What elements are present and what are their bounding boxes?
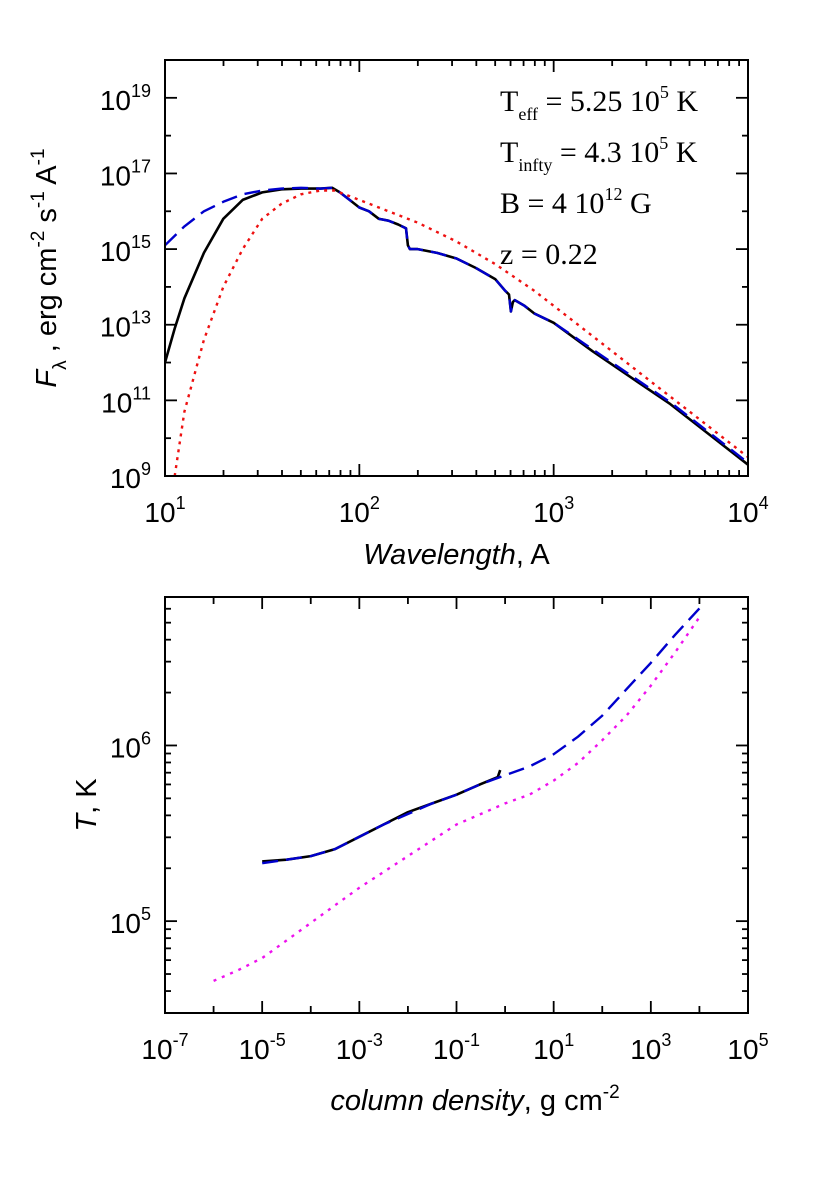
y-tick-label: 106 (110, 728, 151, 763)
x-tick-label: 101 (144, 493, 185, 528)
y-axis-title: Fλ , erg cm-2 s-1 A-1 (28, 148, 71, 387)
y-tick-label: 1019 (100, 81, 151, 116)
x-tick-label: 103 (630, 1030, 671, 1065)
y-tick-label: 1017 (100, 156, 151, 191)
x-tick-label: 10-7 (141, 1030, 188, 1065)
y-tick-label: 1011 (101, 383, 151, 418)
y-tick-label: 1013 (100, 308, 151, 343)
y-tick-label: 105 (110, 904, 151, 939)
x-tick-label: 10-3 (336, 1030, 383, 1065)
series-group (165, 186, 748, 476)
ticks (164, 597, 749, 1013)
chart-panel-1: 101 102 103 104 109 1011 1013 1015 1017 1019 Wavel… (28, 59, 769, 571)
y-axis-title: T, K (71, 778, 103, 832)
chart-panel-2: 10-7 10-5 10-3 10-1 101 103 105 105 106 column de… (71, 596, 769, 1117)
x-axis-title: column density, g cm-2 (330, 1082, 619, 1117)
x-tick-label: 101 (533, 1030, 574, 1065)
annotation-line: Tinfty = 4.3 105 K (500, 133, 698, 175)
y-tick-label: 1015 (100, 232, 151, 267)
series-line-dashed (165, 186, 748, 464)
annotation-line: z = 0.22 (500, 238, 598, 271)
annotation-line: B = 4 1012 G (500, 184, 652, 220)
series-line-solid (165, 186, 748, 466)
plot-frame (164, 596, 749, 1014)
x-tick-label: 102 (339, 493, 380, 528)
x-tick-label: 10-1 (433, 1030, 480, 1065)
plot-frame (164, 59, 749, 477)
ticks (164, 59, 749, 477)
x-tick-label: 105 (727, 1030, 768, 1065)
annotation-line: Teff = 5.25 105 K (500, 82, 698, 124)
series-line-dotted (173, 189, 748, 476)
series-line-solid (262, 769, 502, 863)
series-group (213, 607, 701, 982)
series-line-dotted (213, 616, 701, 982)
series-line-dashed (262, 607, 701, 865)
x-axis-title: Wavelength, A (363, 539, 550, 571)
x-tick-label: 103 (533, 493, 574, 528)
x-tick-label: 104 (727, 493, 768, 528)
x-tick-label: 10-5 (239, 1030, 286, 1065)
y-tick-label: 109 (110, 459, 151, 494)
